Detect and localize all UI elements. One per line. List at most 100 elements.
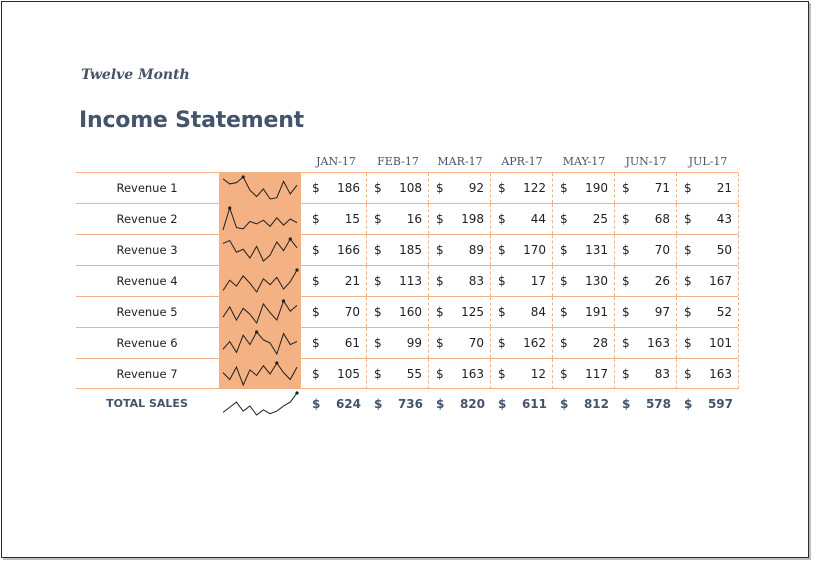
- total-value-cell[interactable]: $624: [305, 389, 367, 419]
- value-cell[interactable]: $84: [491, 297, 553, 327]
- value-cell[interactable]: $83: [615, 359, 677, 389]
- value-cell[interactable]: $92: [429, 173, 491, 203]
- sparkline-cell[interactable]: [219, 328, 301, 358]
- sparkline-4-line: [222, 269, 298, 293]
- total-value-cell[interactable]: $611: [491, 389, 553, 419]
- value-cell[interactable]: $43: [677, 204, 739, 234]
- sparkline-cell[interactable]: [219, 297, 301, 327]
- value-cell[interactable]: $163: [677, 359, 739, 389]
- value-cell[interactable]: $68: [615, 204, 677, 234]
- value-cell[interactable]: $170: [491, 235, 553, 265]
- value-cell[interactable]: $191: [553, 297, 615, 327]
- currency-symbol: $: [312, 397, 321, 411]
- total-value: 820: [459, 397, 485, 411]
- sparkline-1-high-point: [241, 175, 245, 179]
- value-cell[interactable]: $160: [367, 297, 429, 327]
- sparkline-cell[interactable]: [219, 235, 301, 265]
- currency-symbol: $: [436, 367, 444, 381]
- sparkline-cell[interactable]: [219, 173, 301, 203]
- value-cell[interactable]: $130: [553, 266, 615, 296]
- value-cell[interactable]: $83: [429, 266, 491, 296]
- value-cell[interactable]: $21: [677, 173, 739, 203]
- currency-symbol: $: [374, 367, 382, 381]
- cell-value: 160: [399, 305, 422, 319]
- sparkline-4-high-point: [295, 268, 299, 272]
- currency-symbol: $: [684, 181, 692, 195]
- cell-value: 113: [399, 274, 422, 288]
- cell-value: 130: [585, 274, 608, 288]
- total-sparkline-cell[interactable]: [219, 389, 301, 419]
- total-value-cell[interactable]: $736: [367, 389, 429, 419]
- value-cell[interactable]: $12: [491, 359, 553, 389]
- sparkline-cell[interactable]: [219, 266, 301, 296]
- value-cell[interactable]: $25: [553, 204, 615, 234]
- currency-symbol: $: [498, 243, 506, 257]
- value-cell[interactable]: $21: [305, 266, 367, 296]
- value-cell[interactable]: $166: [305, 235, 367, 265]
- value-cell[interactable]: $61: [305, 328, 367, 358]
- total-value-cell[interactable]: $812: [553, 389, 615, 419]
- total-value-cell[interactable]: $578: [615, 389, 677, 419]
- value-cell[interactable]: $131: [553, 235, 615, 265]
- cell-value: 117: [585, 367, 608, 381]
- currency-symbol: $: [498, 397, 507, 411]
- cell-value: 190: [585, 181, 608, 195]
- value-cell[interactable]: $108: [367, 173, 429, 203]
- value-cell[interactable]: $198: [429, 204, 491, 234]
- value-cell[interactable]: $16: [367, 204, 429, 234]
- row-label: Revenue 6: [116, 336, 178, 350]
- value-cell[interactable]: $70: [429, 328, 491, 358]
- cell-value: 61: [344, 336, 360, 350]
- sparkline-3: [222, 237, 298, 262]
- currency-symbol: $: [436, 305, 444, 319]
- currency-symbol: $: [684, 243, 692, 257]
- value-cell[interactable]: $99: [367, 328, 429, 358]
- cell-value: 99: [406, 336, 422, 350]
- cell-value: 71: [654, 181, 670, 195]
- value-cell[interactable]: $190: [553, 173, 615, 203]
- value-cell[interactable]: $113: [367, 266, 429, 296]
- sparkline-cell[interactable]: [219, 204, 301, 234]
- value-cell[interactable]: $97: [615, 297, 677, 327]
- value-cell[interactable]: $167: [677, 266, 739, 296]
- cell-value: 52: [716, 305, 732, 319]
- cell-value: 163: [647, 336, 670, 350]
- currency-symbol: $: [684, 274, 692, 288]
- value-cell[interactable]: $163: [429, 359, 491, 389]
- value-cell[interactable]: $70: [305, 297, 367, 327]
- value-cell[interactable]: $71: [615, 173, 677, 203]
- cell-value: 108: [399, 181, 422, 195]
- value-cell[interactable]: $185: [367, 235, 429, 265]
- currency-symbol: $: [622, 397, 631, 411]
- value-cell[interactable]: $26: [615, 266, 677, 296]
- table-row: Revenue 3 $166 $185 $89 $170 $131 $70 $50: [76, 234, 739, 265]
- cell-value: 105: [337, 367, 360, 381]
- value-cell[interactable]: $117: [553, 359, 615, 389]
- value-cell[interactable]: $162: [491, 328, 553, 358]
- value-cell[interactable]: $50: [677, 235, 739, 265]
- value-cell[interactable]: $70: [615, 235, 677, 265]
- sparkline-cell[interactable]: [219, 359, 301, 389]
- value-cell[interactable]: $52: [677, 297, 739, 327]
- cell-value: 122: [523, 181, 546, 195]
- month-header-2: MAR-17: [437, 155, 483, 168]
- value-cell[interactable]: $163: [615, 328, 677, 358]
- sparkline-1-line: [222, 176, 298, 200]
- sparkline-2-high-point: [228, 206, 232, 210]
- value-cell[interactable]: $89: [429, 235, 491, 265]
- currency-symbol: $: [622, 243, 630, 257]
- cell-value: 25: [592, 212, 608, 226]
- value-cell[interactable]: $122: [491, 173, 553, 203]
- value-cell[interactable]: $101: [677, 328, 739, 358]
- value-cell[interactable]: $28: [553, 328, 615, 358]
- value-cell[interactable]: $44: [491, 204, 553, 234]
- value-cell[interactable]: $15: [305, 204, 367, 234]
- total-value-cell[interactable]: $820: [429, 389, 491, 419]
- value-cell[interactable]: $125: [429, 297, 491, 327]
- total-value-cell[interactable]: $597: [677, 389, 739, 419]
- cell-value: 83: [468, 274, 484, 288]
- value-cell[interactable]: $186: [305, 173, 367, 203]
- value-cell[interactable]: $105: [305, 359, 367, 389]
- value-cell[interactable]: $17: [491, 266, 553, 296]
- value-cell[interactable]: $55: [367, 359, 429, 389]
